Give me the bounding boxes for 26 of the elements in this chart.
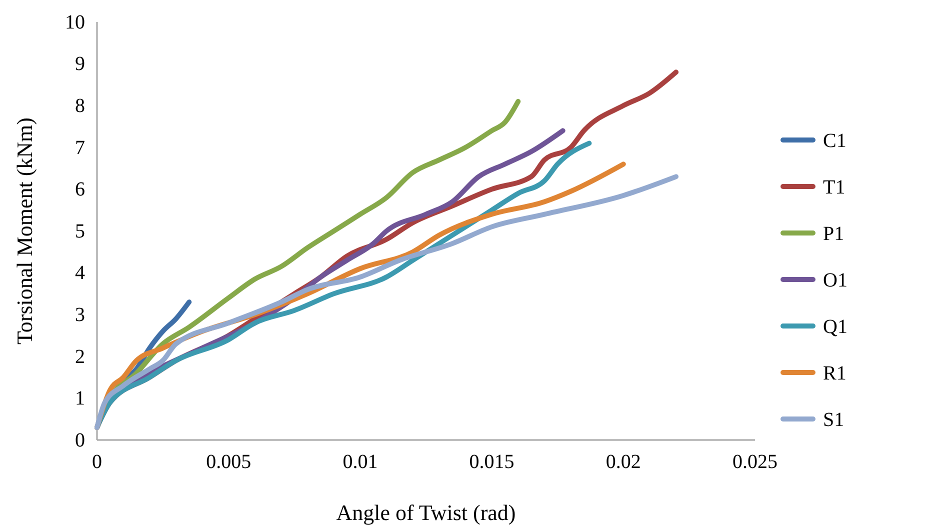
y-tick-label: 4 (75, 262, 85, 284)
legend-label: C1 (823, 130, 846, 152)
x-tick-label: 0.005 (206, 451, 252, 474)
y-tick-label: 9 (75, 53, 85, 76)
y-tick-label: 5 (75, 220, 85, 242)
y-tick-label: 2 (75, 346, 85, 368)
y-tick-label: 8 (75, 95, 85, 117)
x-tick-label: 0.015 (469, 451, 514, 474)
x-tick-label: 0.01 (342, 451, 378, 474)
y-tick-label: 3 (75, 304, 85, 326)
x-tick-label: 0.02 (606, 451, 641, 474)
legend-label: T1 (823, 176, 846, 198)
legend-label: P1 (823, 223, 844, 245)
y-axis-title: Torsional Moment (kNm) (12, 118, 37, 344)
legend-label: S1 (823, 409, 844, 431)
y-tick-label: 6 (75, 178, 85, 201)
y-tick-label: 10 (65, 11, 85, 34)
x-tick-label: 0.025 (732, 451, 778, 474)
x-tick-label: 0 (92, 451, 102, 474)
y-tick-label: 1 (75, 388, 85, 410)
legend-label: R1 (823, 362, 846, 384)
legend-label: O1 (823, 270, 848, 292)
y-tick-label: 0 (75, 429, 85, 452)
x-axis-title: Angle of Twist (rad) (336, 500, 516, 525)
legend-label: Q1 (823, 316, 848, 338)
y-tick-label: 7 (75, 136, 85, 159)
